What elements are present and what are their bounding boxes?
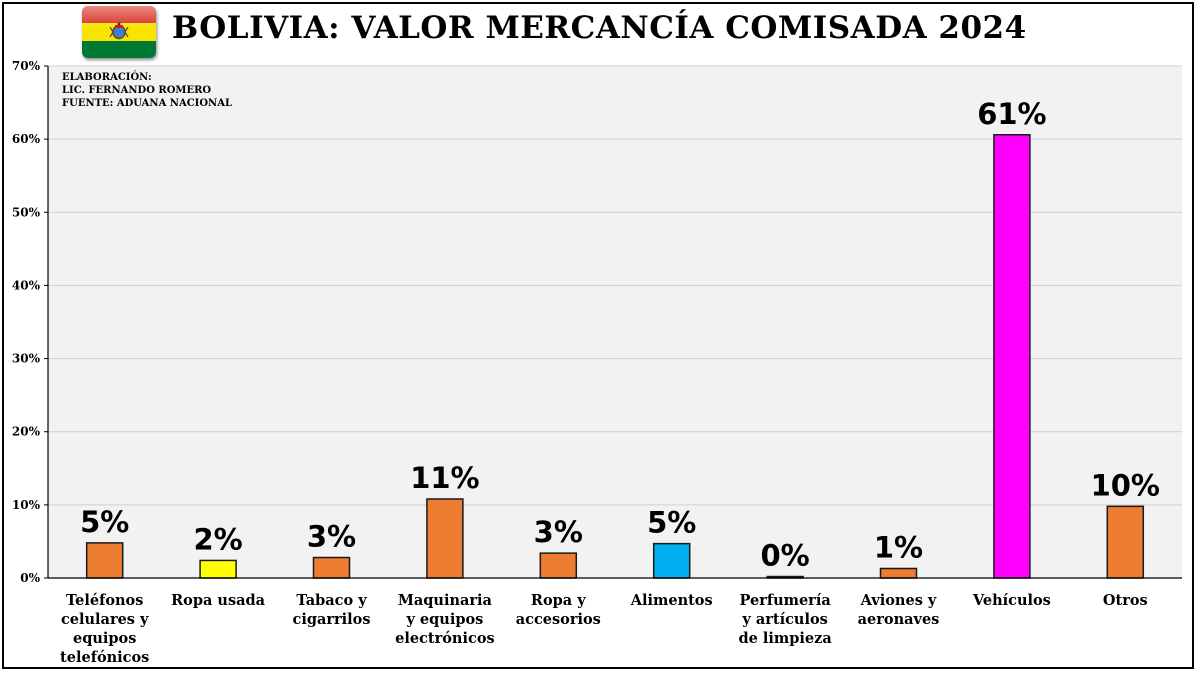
- x-tick-label: Maquinaria y equipos electrónicos: [395, 592, 495, 647]
- x-tick-label-line: aeronaves: [858, 611, 940, 628]
- x-tick-label: Vehículos: [972, 592, 1051, 609]
- y-tick-label: 0%: [20, 571, 40, 585]
- x-tick-label: Alimentos: [630, 592, 713, 609]
- data-label: 2%: [193, 522, 242, 556]
- bar: [199, 559, 237, 579]
- x-tick-label-line: Maquinaria: [398, 592, 493, 609]
- y-tick-label: 30%: [12, 352, 41, 366]
- x-tick-label: Teléfonos celulares y equipos telefónicos: [60, 592, 149, 666]
- x-tick-label: Otros: [1103, 592, 1148, 609]
- y-tick-label: 70%: [12, 59, 41, 73]
- source-note-line: FUENTE: ADUANA NACIONAL: [62, 98, 232, 109]
- source-note-line: ELABORACIÓN:: [62, 72, 152, 83]
- source-notes: ELABORACIÓN: LIC. FERNANDO ROMERO FUENTE…: [62, 71, 232, 110]
- y-tick-label: 40%: [12, 278, 41, 292]
- x-tick-label-line: y artículos: [741, 611, 827, 628]
- data-label: 11%: [410, 461, 479, 495]
- x-tick-label-line: y equipos: [405, 611, 483, 628]
- coat-of-arms-icon: [109, 22, 129, 40]
- y-tick-label: 60%: [12, 132, 41, 146]
- bar: [652, 542, 691, 579]
- x-tick-label-line: electrónicos: [395, 630, 495, 647]
- plot-area: [48, 66, 1182, 578]
- x-tick-label-line: de limpieza: [738, 630, 832, 647]
- x-tick-label-line: Otros: [1103, 592, 1148, 609]
- x-tick-label: Tabaco y cigarrilos: [292, 592, 370, 628]
- x-tick-label: Perfumería y artículos de limpieza: [738, 592, 832, 647]
- data-label: 0%: [760, 539, 809, 573]
- bar: [312, 556, 351, 579]
- y-tick-label: 10%: [12, 498, 41, 512]
- x-tick-label-line: telefónicos: [60, 649, 149, 666]
- x-tick-label-line: accesorios: [516, 611, 601, 628]
- y-tick-label: 50%: [12, 205, 41, 219]
- x-tick-label-line: Perfumería: [739, 592, 831, 609]
- data-label: 1%: [874, 530, 923, 564]
- bar: [993, 134, 1031, 579]
- x-tick-label: Ropa usada: [171, 592, 266, 609]
- bar: [539, 552, 578, 579]
- x-tick-label-line: Ropa y: [531, 592, 586, 609]
- bar: [879, 567, 918, 579]
- x-tick-label-line: Aviones y: [860, 592, 937, 609]
- x-tick-label-line: Ropa usada: [171, 592, 266, 609]
- x-tick-label-line: Teléfonos: [66, 592, 143, 609]
- x-tick-label-line: celulares y: [61, 611, 149, 628]
- bolivia-flag-icon: [82, 6, 156, 58]
- bar: [85, 542, 124, 579]
- x-tick-label-line: Alimentos: [630, 592, 713, 609]
- flag-green-stripe: [82, 40, 156, 58]
- bar: [426, 498, 464, 579]
- data-label: 5%: [647, 506, 696, 540]
- x-tick-label: Ropa y accesorios: [516, 592, 601, 628]
- data-label: 61%: [977, 97, 1046, 131]
- data-label: 5%: [80, 505, 129, 539]
- chart-title: BOLIVIA: VALOR MERCANCÍA COMISADA 2024: [172, 10, 1027, 46]
- data-label: 3%: [534, 515, 583, 549]
- source-note-line: LIC. FERNANDO ROMERO: [62, 85, 212, 96]
- x-tick-label: Aviones y aeronaves: [858, 592, 940, 628]
- x-tick-label-line: cigarrilos: [292, 611, 370, 628]
- x-tick-label-line: Vehículos: [972, 592, 1051, 609]
- data-label: 10%: [1091, 468, 1160, 502]
- x-tick-label-line: equipos: [73, 630, 136, 647]
- y-tick-label: 20%: [12, 425, 41, 439]
- bar: [1106, 505, 1145, 579]
- flag-red-stripe: [82, 6, 156, 24]
- data-label: 3%: [307, 520, 356, 554]
- flag-gloss: [82, 6, 156, 30]
- x-tick-label-line: Tabaco y: [296, 592, 367, 609]
